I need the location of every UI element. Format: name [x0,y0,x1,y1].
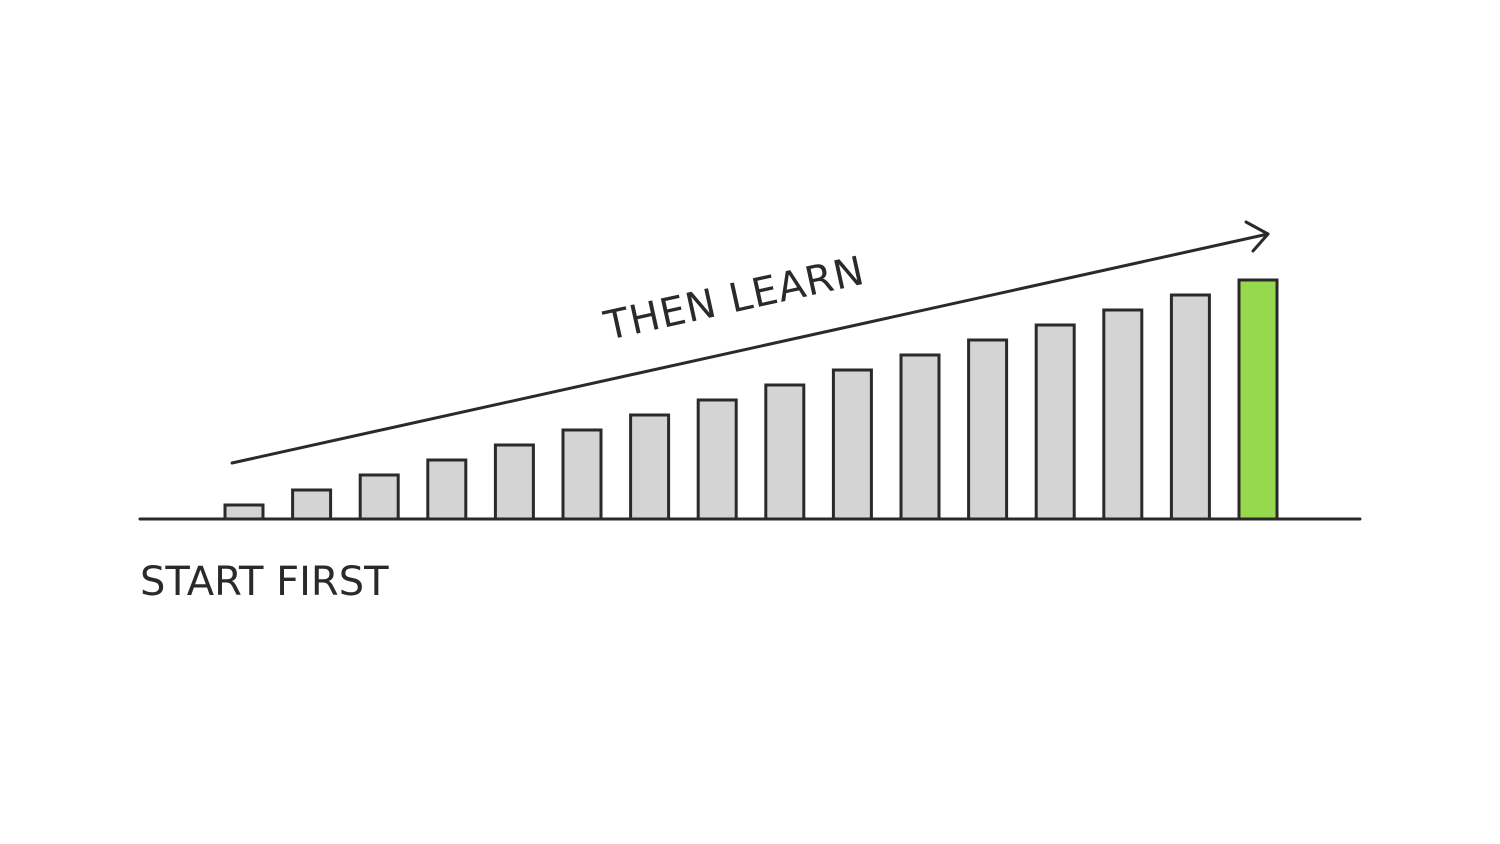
annotation-then-learn: THEN LEARN [599,248,869,350]
bar-12 [967,338,1009,521]
bar-3 [358,473,400,521]
bar-2 [291,488,333,521]
bar-10 [831,368,873,521]
bar-highlight [1237,278,1279,521]
bar-9 [764,383,806,521]
bar-4 [426,458,468,521]
bar-5 [493,443,535,521]
bar-7 [629,413,671,521]
bar-15 [1169,293,1211,521]
bar-13 [1034,323,1076,521]
trend-arrow-head-icon [1244,220,1270,253]
annotation-start-first: START FIRST [140,559,389,605]
bar-11 [899,353,941,521]
bar-14 [1102,308,1144,521]
bars-group [223,278,1279,521]
bar-6 [561,428,603,521]
trend-arrow-line [230,232,1270,465]
bar-8 [696,398,738,521]
bar-1 [223,503,265,521]
